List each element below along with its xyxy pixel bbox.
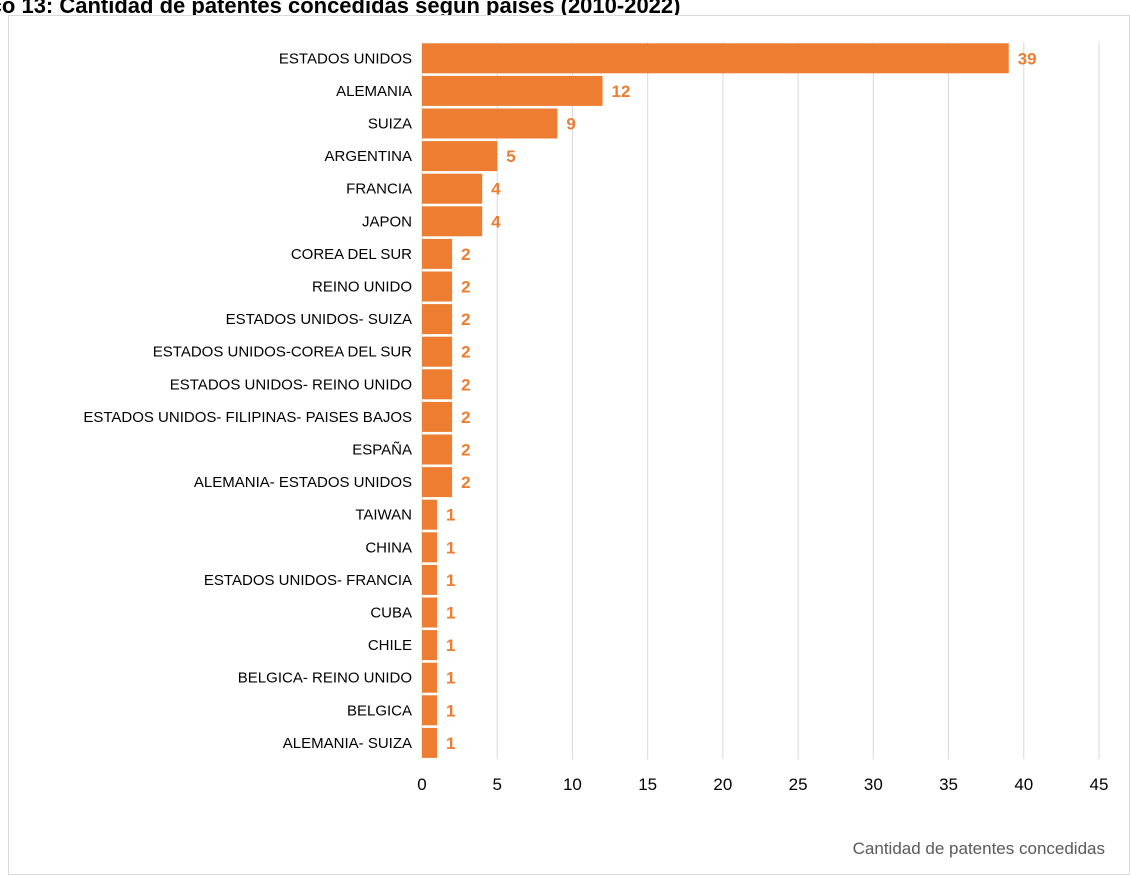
bar-7	[422, 271, 453, 302]
bar-0	[422, 43, 1009, 74]
category-label-5: JAPON	[362, 213, 412, 230]
bar-15	[422, 532, 438, 563]
data-label-6: 2	[461, 245, 470, 264]
category-label-8: ESTADOS UNIDOS- SUIZA	[226, 311, 412, 328]
category-label-18: CHILE	[368, 637, 412, 654]
data-label-3: 5	[506, 147, 515, 166]
bar-20	[422, 695, 438, 726]
category-label-20: BELGICA	[347, 702, 412, 719]
bar-6	[422, 238, 453, 269]
bar-11	[422, 401, 453, 432]
data-label-0: 39	[1018, 49, 1037, 68]
chart-title: afico 13: Cantidad de patentes concedida…	[0, 0, 1130, 25]
data-label-13: 2	[461, 473, 470, 492]
bar-1	[422, 75, 603, 106]
x-tick-label-2: 10	[563, 775, 582, 794]
x-axis-title: Cantidad de patentes concedidas	[853, 839, 1105, 858]
category-label-12: ESPAÑA	[352, 442, 412, 459]
x-tick-label-0: 0	[417, 775, 426, 794]
data-label-1: 12	[612, 82, 631, 101]
category-label-1: ALEMANIA	[336, 83, 412, 100]
data-label-15: 1	[446, 538, 455, 557]
data-label-19: 1	[446, 669, 455, 688]
chart-area: ESTADOS UNIDOS ALEMANIA SUIZA ARGENTINA FRAN…	[8, 15, 1130, 875]
category-label-19: BELGICA- REINO UNIDO	[238, 670, 412, 687]
bar-21	[422, 727, 438, 758]
category-label-11: ESTADOS UNIDOS- FILIPINAS- PAISES BAJOS	[83, 409, 412, 426]
category-label-4: FRANCIA	[346, 181, 412, 198]
data-label-14: 1	[446, 506, 455, 525]
category-label-9: ESTADOS UNIDOS-COREA DEL SUR	[153, 344, 412, 361]
category-label-10: ESTADOS UNIDOS- REINO UNIDO	[170, 376, 412, 393]
category-label-13: ALEMANIA- ESTADOS UNIDOS	[194, 474, 412, 491]
data-label-16: 1	[446, 571, 455, 590]
category-label-15: CHINA	[365, 539, 412, 556]
bar-14	[422, 499, 438, 530]
category-label-14: TAIWAN	[355, 507, 412, 524]
data-label-9: 2	[461, 343, 470, 362]
data-label-12: 2	[461, 441, 470, 460]
x-axis-ticks: 0 5 10 15 20 25 30 35 40 45	[417, 775, 1108, 794]
x-tick-label-8: 40	[1014, 775, 1033, 794]
data-label-7: 2	[461, 278, 470, 297]
bar-10	[422, 369, 453, 400]
x-tick-label-9: 45	[1090, 775, 1109, 794]
data-label-21: 1	[446, 734, 455, 753]
chart-title-text: afico 13: Cantidad de patentes concedida…	[0, 0, 681, 18]
category-label-0: ESTADOS UNIDOS	[279, 50, 412, 67]
bar-16	[422, 564, 438, 595]
bars	[422, 43, 1009, 758]
data-label-2: 9	[566, 115, 575, 134]
data-label-4: 4	[491, 180, 501, 199]
data-label-11: 2	[461, 408, 470, 427]
bar-17	[422, 597, 438, 628]
x-tick-label-1: 5	[492, 775, 501, 794]
category-label-7: REINO UNIDO	[312, 279, 412, 296]
data-label-18: 1	[446, 636, 455, 655]
bar-5	[422, 206, 483, 237]
bar-19	[422, 662, 438, 693]
x-tick-label-3: 15	[638, 775, 657, 794]
x-tick-label-6: 30	[864, 775, 883, 794]
category-label-6: COREA DEL SUR	[291, 246, 412, 263]
data-label-5: 4	[491, 212, 501, 231]
x-tick-label-5: 25	[789, 775, 808, 794]
bar-3	[422, 141, 498, 172]
bar-9	[422, 336, 453, 367]
category-label-17: CUBA	[370, 605, 412, 622]
bar-4	[422, 173, 483, 204]
category-label-16: ESTADOS UNIDOS- FRANCIA	[204, 572, 412, 589]
bar-chart: ESTADOS UNIDOS ALEMANIA SUIZA ARGENTINA FRAN…	[83, 42, 1108, 858]
bar-2	[422, 108, 558, 139]
x-tick-label-7: 35	[939, 775, 958, 794]
x-tick-label-4: 20	[713, 775, 732, 794]
category-label-21: ALEMANIA- SUIZA	[283, 735, 412, 752]
data-label-20: 1	[446, 701, 455, 720]
category-label-3: ARGENTINA	[324, 148, 412, 165]
gridlines	[421, 42, 1100, 760]
category-label-2: SUIZA	[368, 116, 412, 133]
bar-12	[422, 434, 453, 465]
bar-18	[422, 630, 438, 661]
data-label-8: 2	[461, 310, 470, 329]
data-label-17: 1	[446, 604, 455, 623]
bar-13	[422, 467, 453, 498]
bar-8	[422, 304, 453, 335]
data-label-10: 2	[461, 375, 470, 394]
category-labels: ESTADOS UNIDOS ALEMANIA SUIZA ARGENTINA FRAN…	[83, 50, 412, 752]
